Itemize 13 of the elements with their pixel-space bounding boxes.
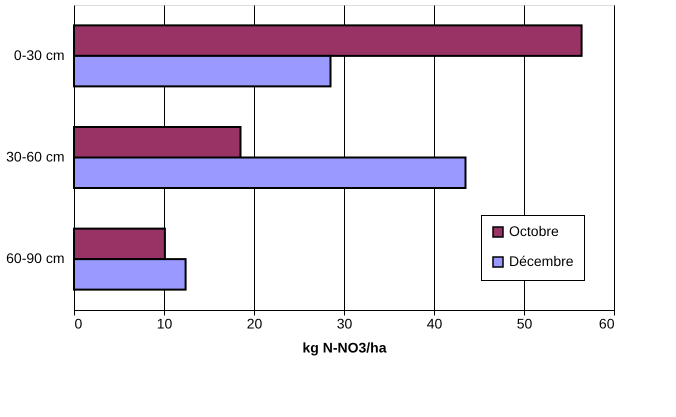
y-tick-label: 0-30 cm — [14, 46, 64, 63]
y-tick-label: 60-90 cm — [6, 250, 64, 266]
x-tick-label: 50 — [516, 316, 532, 332]
legend-label: Octobre — [509, 223, 560, 239]
legend-label: Décembre — [509, 253, 574, 269]
y-tick-label: 30-60 cm — [6, 148, 64, 164]
x-tick-label: 10 — [156, 316, 172, 332]
x-tick-label: 60 — [598, 316, 615, 332]
x-tick-label: 40 — [426, 316, 442, 332]
x-tick-label: 0 — [74, 316, 82, 332]
x-tick-label: 20 — [246, 316, 262, 332]
x-axis-title: kg N-NO3/ha — [302, 340, 387, 356]
x-tick-label: 30 — [336, 316, 352, 332]
